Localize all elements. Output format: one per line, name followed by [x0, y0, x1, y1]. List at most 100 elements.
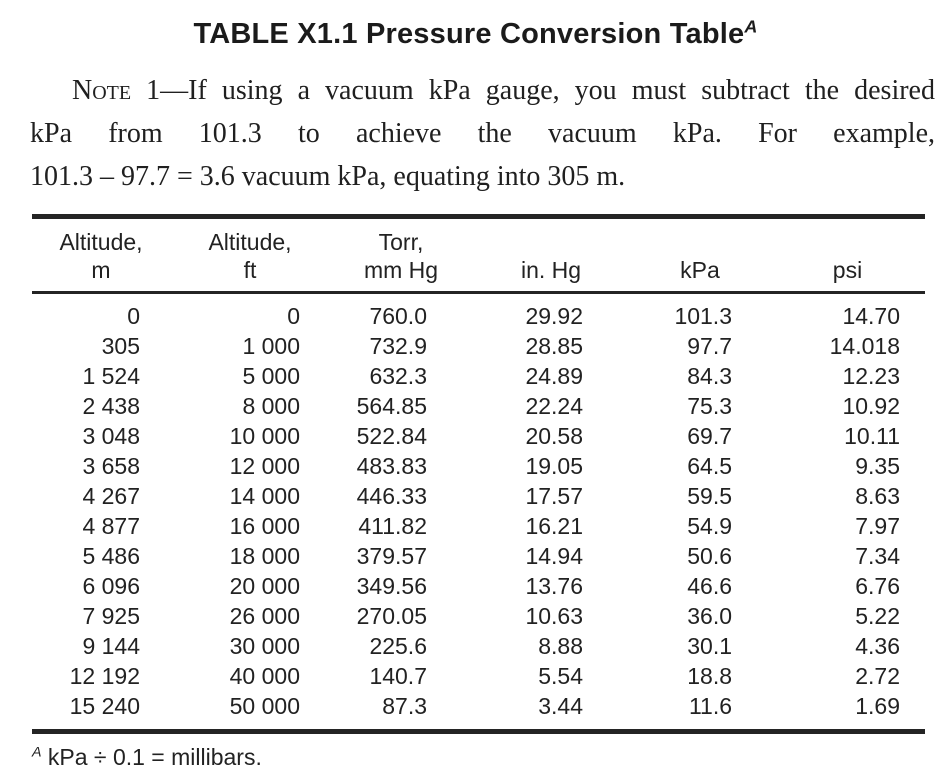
table-body: 0 0 760.0 29.92 101.3 14.70 305 1 000 732.9 28.85…	[32, 293, 925, 732]
column-header-line: kPa	[680, 257, 720, 283]
footnote-superscript: A	[32, 744, 42, 761]
column-header-line: in. Hg	[520, 257, 582, 283]
table-cell: 29.92	[525, 303, 583, 329]
table-cell: 20.58	[525, 423, 583, 449]
table-cell: 632.3	[369, 363, 427, 389]
table-row: 0 0 760.0 29.92 101.3 14.70	[32, 293, 925, 332]
table-row: 12 192 40 000 140.7 5.54 18.8 2.72	[32, 661, 925, 691]
table-cell: 36.0	[687, 603, 732, 629]
table-cell: 14.94	[525, 543, 583, 569]
table-row: 15 240 50 000 87.3 3.44 11.6 1.69	[32, 691, 925, 732]
table-cell: 30.1	[687, 633, 732, 659]
column-header-line: Altitude,	[208, 229, 292, 255]
table-cell: 28.85	[525, 333, 583, 359]
table-cell: 10.92	[842, 393, 900, 419]
table-cell: 75.3	[687, 393, 732, 419]
table-cell: 54.9	[687, 513, 732, 539]
table-cell: 20 000	[229, 573, 300, 599]
table-cell: 9 144	[82, 633, 140, 659]
table-cell: 16.21	[525, 513, 583, 539]
table-cell: 7.97	[855, 513, 900, 539]
table-cell: 84.3	[687, 363, 732, 389]
column-header-kpa: kPa	[630, 216, 770, 294]
table-cell: 5 000	[242, 363, 300, 389]
table-cell: 9.35	[855, 453, 900, 479]
document-page: TABLE X1.1 Pressure Conversion TableA No…	[0, 16, 951, 770]
table-cell: 15 240	[69, 693, 140, 719]
table-row: 3 048 10 000 522.84 20.58 69.7 10.11	[32, 421, 925, 451]
table-cell: 379.57	[356, 543, 427, 569]
table-cell: 16 000	[229, 513, 300, 539]
table-cell: 14.018	[829, 333, 900, 359]
table-cell: 2.72	[855, 663, 900, 689]
column-header-line: ft	[243, 257, 257, 283]
table-cell: 8.88	[538, 633, 583, 659]
column-header-line: Torr,	[378, 229, 424, 255]
table-cell: 4 877	[82, 513, 140, 539]
note-label: Note	[72, 75, 132, 106]
table-cell: 19.05	[525, 453, 583, 479]
table-cell: 40 000	[229, 663, 300, 689]
table-cell: 50 000	[229, 693, 300, 719]
table-title-superscript: A	[744, 16, 758, 37]
table-cell: 18 000	[229, 543, 300, 569]
table-cell: 6.76	[855, 573, 900, 599]
table-cell: 50.6	[687, 543, 732, 569]
table-cell: 270.05	[356, 603, 427, 629]
table-cell: 0	[287, 303, 300, 329]
table-cell: 7.34	[855, 543, 900, 569]
table-row: 7 925 26 000 270.05 10.63 36.0 5.22	[32, 601, 925, 631]
column-header-psi: psi	[770, 216, 925, 294]
note-line-1-text: 1—If using a vacuum kPa gauge, you must …	[131, 75, 935, 106]
table-cell: 483.83	[356, 453, 427, 479]
note-line-3: 101.3 – 97.7 = 3.6 vacuum kPa, equating …	[30, 161, 626, 192]
table-cell: 732.9	[369, 333, 427, 359]
table-cell: 564.85	[356, 393, 427, 419]
footnote-text: kPa ÷ 0.1 = millibars.	[41, 744, 262, 770]
table-row: 1 524 5 000 632.3 24.89 84.3 12.23	[32, 361, 925, 391]
table-cell: 760.0	[369, 303, 427, 329]
table-row: 6 096 20 000 349.56 13.76 46.6 6.76	[32, 571, 925, 601]
table-row: 2 438 8 000 564.85 22.24 75.3 10.92	[32, 391, 925, 421]
table-cell: 59.5	[687, 483, 732, 509]
column-header-altitude-m: Altitude, m	[32, 216, 170, 294]
table-cell: 18.8	[687, 663, 732, 689]
column-header-in-hg: in. Hg	[472, 216, 630, 294]
table-cell: 12 000	[229, 453, 300, 479]
table-cell: 26 000	[229, 603, 300, 629]
table-cell: 446.33	[356, 483, 427, 509]
table-header-row: Altitude, m Altitude, ft Torr, mm Hg in.…	[32, 216, 925, 294]
table-cell: 12 192	[69, 663, 140, 689]
table-cell: 1.69	[855, 693, 900, 719]
table-cell: 69.7	[687, 423, 732, 449]
pressure-conversion-table: Altitude, m Altitude, ft Torr, mm Hg in.…	[32, 214, 925, 734]
table-cell: 11.6	[688, 693, 732, 719]
table-cell: 10.11	[844, 423, 900, 449]
table-cell: 5.54	[538, 663, 583, 689]
table-cell: 46.6	[687, 573, 732, 599]
column-header-line: mm Hg	[363, 257, 439, 283]
table-cell: 349.56	[356, 573, 427, 599]
table-cell: 14 000	[229, 483, 300, 509]
table-cell: 3 658	[82, 453, 140, 479]
table-title-text: TABLE X1.1 Pressure Conversion Table	[193, 18, 745, 50]
table-row: 4 877 16 000 411.82 16.21 54.9 7.97	[32, 511, 925, 541]
table-cell: 305	[101, 333, 140, 359]
table-cell: 24.89	[525, 363, 583, 389]
table-cell: 22.24	[525, 393, 583, 419]
table-cell: 6 096	[82, 573, 140, 599]
table-cell: 7 925	[82, 603, 140, 629]
table-row: 9 144 30 000 225.6 8.88 30.1 4.36	[32, 631, 925, 661]
table-cell: 10.63	[525, 603, 583, 629]
table-cell: 1 000	[242, 333, 300, 359]
table-cell: 12.23	[842, 363, 900, 389]
table-cell: 2 438	[82, 393, 140, 419]
table-cell: 3.44	[538, 693, 583, 719]
column-header-line: m	[91, 257, 111, 283]
table-cell: 3 048	[82, 423, 140, 449]
table-cell: 87.3	[382, 693, 427, 719]
table-cell: 13.76	[525, 573, 583, 599]
table-cell: 5 486	[82, 543, 140, 569]
table-cell: 101.3	[674, 303, 732, 329]
table-cell: 411.82	[358, 513, 427, 539]
